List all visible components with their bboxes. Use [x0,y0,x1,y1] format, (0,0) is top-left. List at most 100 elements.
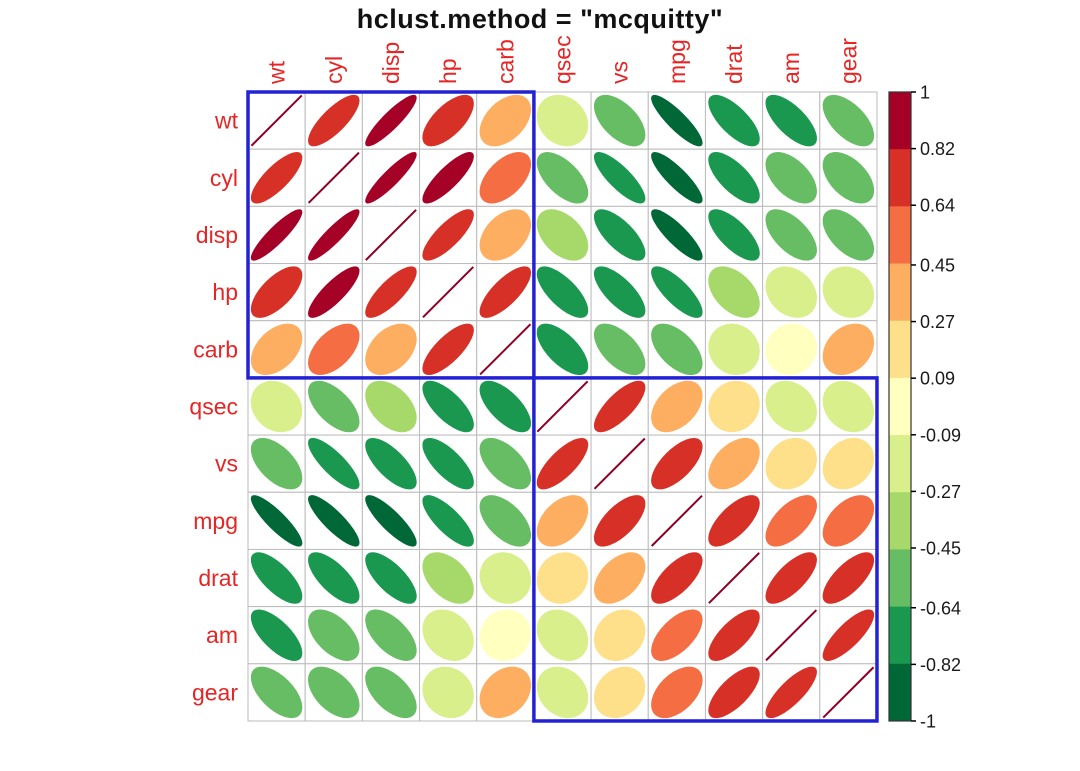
corr-ellipse-wt-qsec [536,94,589,147]
diagonal-unit-line [307,151,360,204]
col-label-wt: wt [264,60,290,85]
corr-ellipse-hp-gear [822,266,875,318]
corr-ellipse-cyl-drat [708,152,760,204]
row-label-disp: disp [196,222,238,248]
corr-ellipse-mpg-hp [422,495,474,547]
corr-ellipse-drat-hp [422,552,474,604]
corr-ellipse-hp-am [765,266,817,318]
corr-ellipse-disp-drat [708,209,760,261]
corr-ellipse-carb-am [765,323,817,376]
corr-ellipse-qsec-cyl [308,380,360,433]
corr-ellipse-wt-disp [365,94,417,147]
corr-ellipse-vs-qsec [536,437,589,490]
corr-ellipse-carb-hp [422,323,474,376]
corr-ellipse-wt-hp [422,94,474,147]
legend-tick-label: 0.82 [920,139,955,159]
corr-ellipse-gear-disp [365,666,417,719]
corr-ellipse-carb-cyl [308,323,360,376]
corr-ellipse-gear-wt [250,666,303,719]
corr-ellipse-gear-am [765,666,817,719]
col-label-drat: drat [721,44,747,84]
corr-ellipse-wt-mpg [651,94,703,147]
corr-ellipse-gear-hp [422,666,474,719]
row-label-am: am [206,622,238,648]
corr-ellipse-qsec-gear [822,380,875,433]
corr-ellipse-mpg-wt [250,495,303,547]
corr-ellipse-carb-mpg [651,323,703,376]
corr-ellipse-hp-drat [708,266,760,318]
legend-segment [889,149,911,207]
col-label-qsec: qsec [549,35,575,84]
corr-ellipse-am-cyl [308,609,360,661]
corr-ellipse-disp-cyl [308,209,360,261]
legend-tick-label: 0.09 [920,369,955,389]
corr-ellipse-disp-wt [250,209,303,261]
corr-ellipse-qsec-hp [422,380,474,433]
legend-segment [889,377,911,436]
legend-segment [889,263,911,322]
diagonal-unit-line [822,666,875,719]
corr-ellipse-wt-am [765,94,817,147]
cluster-rect [246,90,536,380]
corr-ellipse-mpg-am [765,495,817,547]
diagonal-unit-line [593,437,646,490]
legend-segment [889,663,911,722]
corr-ellipse-vs-cyl [308,437,360,490]
corr-ellipse-cyl-carb [479,152,532,204]
corr-ellipse-qsec-carb [479,380,532,433]
corr-ellipse-mpg-drat [708,495,760,547]
corr-ellipse-disp-vs [593,209,646,261]
row-label-wt: wt [214,108,239,134]
legend-segment [889,606,911,665]
legend-tick-label: 0.45 [920,255,955,275]
corr-ellipse-am-vs [593,609,646,661]
corr-ellipse-am-qsec [536,609,589,661]
corr-ellipse-disp-mpg [651,209,703,261]
row-label-hp: hp [212,279,238,305]
corr-ellipse-vs-carb [479,437,532,490]
corr-ellipse-carb-gear [822,323,875,376]
legend-segment [889,492,911,550]
row-label-vs: vs [215,451,238,477]
legend-tick-label: 0.27 [920,312,955,332]
corr-ellipse-cyl-qsec [536,152,589,204]
corr-ellipse-drat-cyl [308,552,360,604]
corr-ellipse-drat-gear [822,552,875,604]
corr-ellipse-mpg-disp [365,495,417,547]
corr-ellipse-carb-vs [593,323,646,376]
legend-tick-label: -0.64 [920,598,961,618]
legend-tick-label: -0.82 [920,655,961,675]
legend-segment [889,320,911,379]
col-label-disp: disp [378,42,404,84]
corr-ellipse-qsec-wt [250,380,303,433]
row-label-mpg: mpg [193,508,238,534]
corr-ellipse-disp-hp [422,209,474,261]
corr-ellipse-am-disp [365,609,417,661]
corr-ellipse-cyl-mpg [651,152,703,204]
corr-ellipse-cyl-vs [593,152,646,204]
corr-ellipse-hp-wt [250,266,303,318]
corr-ellipse-gear-mpg [651,666,703,719]
corr-ellipse-drat-qsec [536,552,589,604]
legend-border [888,91,912,722]
row-label-qsec: qsec [189,393,238,419]
corr-ellipse-vs-mpg [651,437,703,490]
diagonal-unit-line [536,380,589,433]
corr-ellipse-disp-qsec [536,209,589,261]
corr-ellipse-am-gear [822,609,875,661]
corr-ellipse-vs-am [765,437,817,490]
corr-ellipse-drat-disp [365,552,417,604]
diagonal-unit-line [650,494,703,547]
legend-tick-label: -0.27 [920,482,961,502]
legend-segment [889,435,911,493]
corr-ellipse-cyl-am [765,152,817,204]
col-label-am: am [778,52,804,84]
legend-segment [889,549,911,608]
diagonal-unit-line [765,609,818,662]
corr-ellipse-am-mpg [651,609,703,661]
corr-ellipse-cyl-wt [250,152,303,204]
corr-ellipse-drat-am [765,552,817,604]
corr-ellipse-vs-gear [822,437,875,490]
